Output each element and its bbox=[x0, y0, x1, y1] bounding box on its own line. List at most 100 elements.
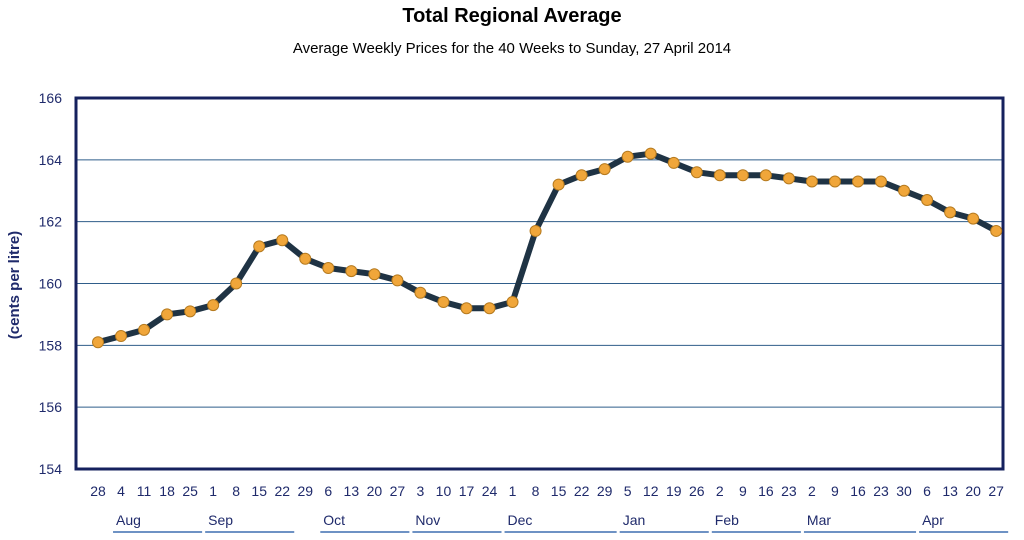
x-axis: 28 4 11 18 25 1 8 15 22 29 6 13 20 27 3 10 17 24 1 8 15 22 29 5… bbox=[90, 483, 1009, 533]
data-point bbox=[921, 194, 934, 207]
x-tick-label: 15 bbox=[551, 483, 567, 499]
data-point bbox=[414, 286, 427, 299]
data-point bbox=[276, 234, 289, 247]
month-label: Apr bbox=[922, 512, 944, 528]
data-point bbox=[322, 262, 335, 275]
data-point bbox=[805, 175, 818, 188]
data-point bbox=[368, 268, 381, 281]
data-point bbox=[184, 305, 197, 318]
x-tick-label: 27 bbox=[988, 483, 1004, 499]
x-tick-label: 30 bbox=[896, 483, 912, 499]
x-tick-label: 17 bbox=[459, 483, 475, 499]
x-tick-label: 23 bbox=[781, 483, 797, 499]
series-layer bbox=[92, 147, 1003, 349]
data-point bbox=[575, 169, 588, 182]
data-point bbox=[253, 240, 266, 253]
x-tick-label: 12 bbox=[643, 483, 659, 499]
month-label: Sep bbox=[208, 512, 233, 528]
x-tick-label: 20 bbox=[367, 483, 383, 499]
chart-title: Total Regional Average bbox=[402, 5, 622, 27]
data-point bbox=[506, 296, 519, 309]
data-point bbox=[759, 169, 772, 182]
data-point bbox=[851, 175, 864, 188]
month-label: Jan bbox=[623, 512, 646, 528]
data-point bbox=[782, 172, 795, 185]
data-point bbox=[690, 166, 703, 179]
y-axis: 154 156 158 160 162 164 166 bbox=[39, 90, 63, 477]
y-tick-label: 154 bbox=[39, 461, 63, 477]
x-tick-label: 9 bbox=[831, 483, 839, 499]
data-point bbox=[875, 175, 888, 188]
x-tick-label: 4 bbox=[117, 483, 125, 499]
x-tick-label: 27 bbox=[390, 483, 406, 499]
y-tick-label: 164 bbox=[39, 152, 63, 168]
x-tick-label: 13 bbox=[344, 483, 360, 499]
data-point bbox=[299, 252, 312, 265]
x-tick-label: 29 bbox=[297, 483, 313, 499]
month-label: Oct bbox=[323, 512, 345, 528]
data-point bbox=[736, 169, 749, 182]
data-point bbox=[898, 184, 911, 197]
plot-frame bbox=[74, 96, 1005, 471]
x-tick-label: 8 bbox=[532, 483, 540, 499]
x-tick-label: 15 bbox=[251, 483, 267, 499]
x-tick-label: 16 bbox=[758, 483, 774, 499]
x-tick-label: 11 bbox=[137, 483, 152, 499]
x-tick-label: 10 bbox=[436, 483, 452, 499]
chart-subtitle: Average Weekly Prices for the 40 Weeks t… bbox=[292, 40, 732, 57]
month-label: Aug bbox=[116, 512, 141, 528]
data-point bbox=[391, 274, 404, 287]
data-point bbox=[828, 175, 841, 188]
data-point bbox=[598, 163, 611, 176]
x-tick-label: 2 bbox=[716, 483, 724, 499]
data-point bbox=[483, 302, 496, 315]
data-point bbox=[967, 212, 980, 225]
data-point bbox=[990, 224, 1003, 237]
x-tick-label: 3 bbox=[417, 483, 425, 499]
data-point bbox=[713, 169, 726, 182]
x-tick-label: 8 bbox=[232, 483, 240, 499]
grid-layer bbox=[74, 96, 1005, 471]
x-tick-label: 26 bbox=[689, 483, 705, 499]
data-point bbox=[529, 224, 542, 237]
data-point bbox=[345, 265, 358, 278]
x-tick-label: 29 bbox=[597, 483, 613, 499]
x-tick-label: 28 bbox=[90, 483, 106, 499]
data-point bbox=[552, 178, 565, 191]
data-point bbox=[621, 150, 634, 163]
data-point bbox=[92, 336, 104, 349]
x-tick-label: 1 bbox=[509, 483, 517, 499]
y-tick-label: 158 bbox=[39, 337, 63, 353]
data-point bbox=[944, 206, 957, 219]
x-tick-label: 2 bbox=[808, 483, 816, 499]
x-tick-label: 6 bbox=[324, 483, 332, 499]
month-label: Nov bbox=[415, 512, 440, 528]
data-point bbox=[667, 156, 680, 169]
data-point bbox=[230, 277, 243, 290]
x-tick-label: 22 bbox=[274, 483, 290, 499]
x-tick-label: 24 bbox=[482, 483, 498, 499]
x-tick-label: 16 bbox=[850, 483, 866, 499]
x-tick-label: 5 bbox=[624, 483, 632, 499]
x-tick-label: 19 bbox=[666, 483, 682, 499]
month-label: Dec bbox=[508, 512, 533, 528]
y-tick-label: 160 bbox=[39, 276, 63, 292]
data-point bbox=[644, 147, 657, 160]
x-tick-label: 23 bbox=[873, 483, 889, 499]
data-point bbox=[437, 296, 450, 309]
data-point bbox=[207, 299, 220, 312]
x-tick-label: 13 bbox=[942, 483, 958, 499]
data-point bbox=[115, 330, 128, 343]
data-point bbox=[161, 308, 174, 321]
y-axis-label: (cents per litre) bbox=[6, 231, 23, 339]
y-tick-label: 156 bbox=[39, 399, 63, 415]
x-tick-label: 22 bbox=[574, 483, 590, 499]
month-label: Mar bbox=[807, 512, 831, 528]
y-tick-label: 166 bbox=[39, 90, 63, 106]
x-tick-label: 20 bbox=[965, 483, 981, 499]
x-tick-label: 1 bbox=[209, 483, 217, 499]
data-point bbox=[138, 323, 151, 336]
x-tick-label: 9 bbox=[739, 483, 747, 499]
data-point bbox=[460, 302, 473, 315]
